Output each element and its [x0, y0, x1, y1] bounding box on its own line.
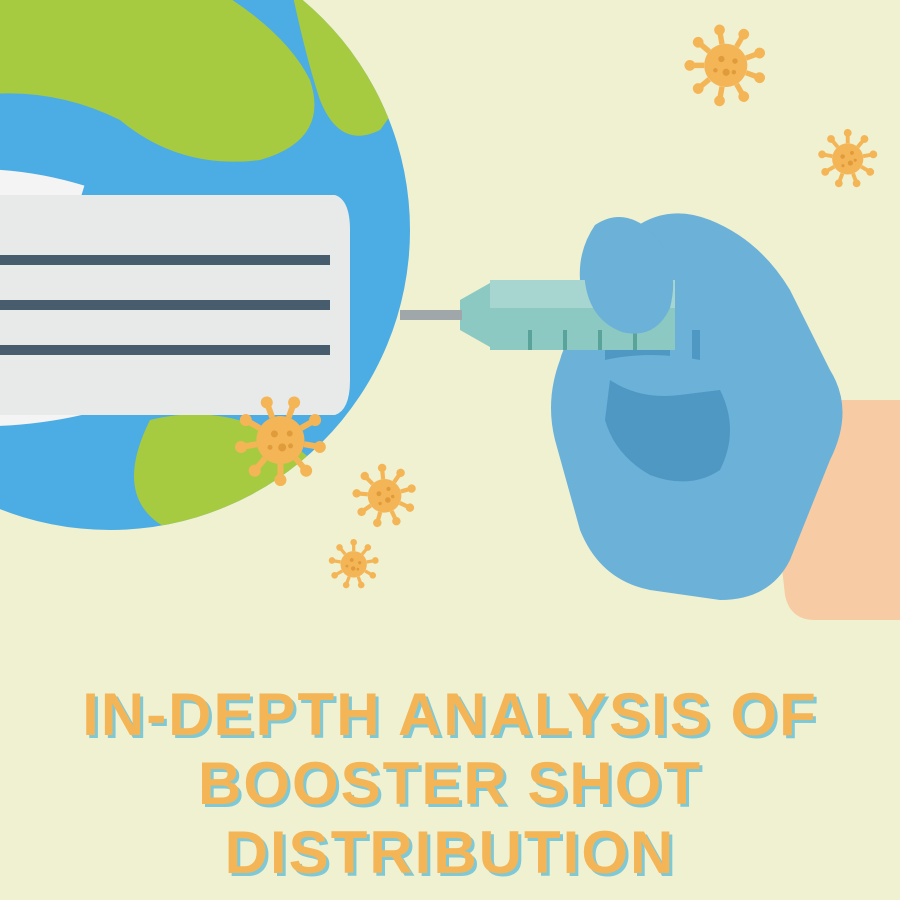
- virus-icon: [222, 382, 339, 503]
- infographic-canvas: IN-DEPTH ANALYSIS OF BOOSTER SHOT DISTRI…: [0, 0, 900, 900]
- infographic-title: IN-DEPTH ANALYSIS OF BOOSTER SHOT DISTRI…: [0, 680, 900, 887]
- virus-icon: [810, 121, 886, 200]
- title-text: IN-DEPTH ANALYSIS OF BOOSTER SHOT DISTRI…: [82, 681, 818, 886]
